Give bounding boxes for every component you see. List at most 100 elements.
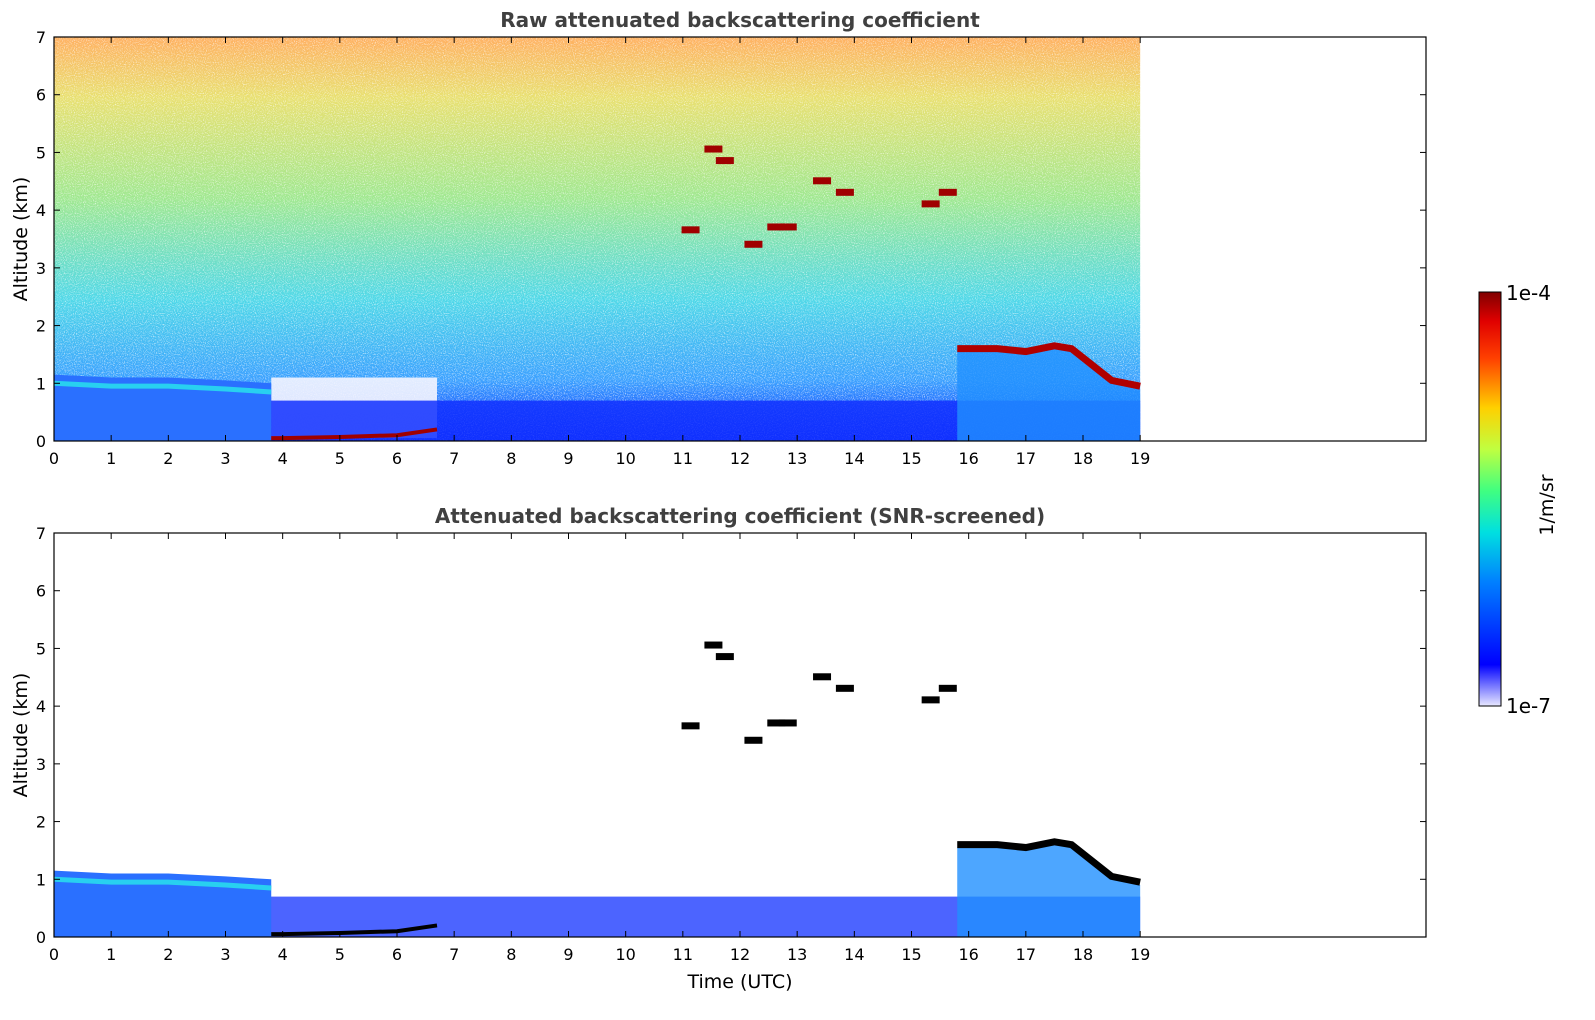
heatmap-area	[53, 37, 1141, 441]
y-tick-label: 7	[36, 524, 46, 543]
y-tick-label: 4	[36, 201, 46, 220]
mid-cloud-fragment	[921, 696, 940, 704]
x-tick-label: 17	[1016, 449, 1036, 468]
x-tick-label: 2	[163, 449, 173, 468]
x-tick-label: 15	[901, 945, 921, 964]
y-tick-label: 4	[36, 697, 46, 716]
y-tick-label: 1	[36, 374, 46, 393]
x-tick-label: 8	[506, 945, 516, 964]
x-tick-label: 18	[1073, 945, 1093, 964]
x-tick-label: 2	[163, 945, 173, 964]
low-cloud-layer	[957, 838, 1141, 886]
axes-frame	[53, 532, 1427, 938]
mid-cloud-fragment	[778, 719, 797, 727]
boundary-layer	[54, 374, 272, 441]
x-tick-label: 14	[844, 449, 864, 468]
x-tick-label: 5	[335, 945, 345, 964]
x-tick-label: 6	[392, 449, 402, 468]
boundary-layer	[54, 870, 272, 937]
y-tick-label: 0	[36, 928, 46, 947]
low-cloud-underlayer	[957, 348, 1141, 441]
x-tick-label: 7	[449, 449, 459, 468]
x-tick-label: 10	[615, 449, 635, 468]
mid-cloud-fragment	[744, 240, 763, 248]
heatmap-area	[53, 641, 1141, 937]
y-axis-ticks: 0 1 2 3 4 5 6 7	[36, 28, 1426, 451]
y-tick-label: 0	[36, 432, 46, 451]
mid-cloud-fragment	[715, 653, 734, 661]
panel-title: Attenuated backscattering coefficient (S…	[435, 504, 1045, 528]
x-tick-label: 16	[958, 449, 978, 468]
x-tick-label: 1	[106, 449, 116, 468]
colorbar: 1e-4 1e-7 1/m/sr	[1478, 281, 1558, 718]
mid-cloud-fragment	[938, 684, 957, 692]
y-tick-label: 5	[36, 639, 46, 658]
colorbar-unit-label: 1/m/sr	[1536, 474, 1558, 535]
low-cloud-underlayer	[957, 844, 1141, 937]
y-tick-label: 1	[36, 870, 46, 889]
x-tick-label: 9	[563, 449, 573, 468]
x-tick-label: 7	[449, 945, 459, 964]
x-tick-label: 13	[787, 449, 807, 468]
x-tick-label: 3	[220, 449, 230, 468]
mid-cloud-fragment	[681, 722, 700, 730]
x-tick-label: 19	[1130, 945, 1150, 964]
x-axis-ticks: 0 1 2 3 4 5 6 7 8 9 10 11 12 13 14 15 16 17 18 19	[49, 533, 1150, 964]
snr-screened-panel: Attenuated backscattering coefficient (S…	[10, 504, 1427, 993]
y-tick-label: 6	[36, 86, 46, 105]
raw-backscatter-panel: Raw attenuated backscattering coefficien…	[10, 8, 1427, 468]
x-tick-label: 12	[730, 449, 750, 468]
mid-cloud-fragment	[767, 223, 786, 231]
y-tick-label: 5	[36, 143, 46, 162]
colorbar-max-label: 1e-4	[1506, 281, 1551, 305]
y-tick-label: 3	[36, 259, 46, 278]
mid-cloud-fragment	[744, 736, 763, 744]
mid-cloud-fragment	[835, 188, 854, 196]
x-tick-label: 6	[392, 945, 402, 964]
colorbar-min-label: 1e-7	[1506, 694, 1551, 718]
x-tick-label: 1	[106, 945, 116, 964]
boundary-layer-top	[53, 876, 272, 891]
x-tick-label: 0	[49, 945, 59, 964]
y-tick-label: 3	[36, 755, 46, 774]
panel-title: Raw attenuated backscattering coefficien…	[500, 8, 980, 32]
x-tick-label: 4	[278, 945, 288, 964]
y-tick-label: 2	[36, 813, 46, 832]
x-tick-label: 14	[844, 945, 864, 964]
x-tick-label: 9	[563, 945, 573, 964]
mid-cloud-fragment	[704, 145, 723, 153]
colorbar-gradient	[1478, 291, 1502, 707]
x-tick-label: 3	[220, 945, 230, 964]
x-tick-label: 19	[1130, 449, 1150, 468]
mid-cloud-fragment	[767, 719, 786, 727]
mid-cloud-fragment	[715, 157, 734, 165]
y-axis-label: Altitude (km)	[10, 673, 32, 798]
x-tick-label: 11	[673, 449, 693, 468]
x-tick-label: 11	[673, 945, 693, 964]
mid-cloud-fragment	[813, 177, 832, 185]
x-axis-label: Time (UTC)	[686, 971, 792, 993]
x-tick-label: 13	[787, 945, 807, 964]
mid-cloud-fragment	[938, 188, 957, 196]
y-axis-label: Altitude (km)	[10, 177, 32, 302]
mid-cloud-fragment	[921, 200, 940, 208]
x-tick-label: 5	[335, 449, 345, 468]
mid-cloud-fragment	[835, 684, 854, 692]
mid-cloud-fragment	[813, 673, 832, 681]
mid-cloud-fragment	[681, 226, 700, 234]
x-tick-label: 10	[615, 945, 635, 964]
x-tick-label: 12	[730, 945, 750, 964]
boundary-layer-top	[53, 380, 272, 395]
y-tick-label: 2	[36, 317, 46, 336]
y-tick-label: 7	[36, 28, 46, 47]
x-tick-label: 15	[901, 449, 921, 468]
y-axis-ticks: 0 1 2 3 4 5 6 7	[36, 524, 1426, 947]
x-tick-label: 17	[1016, 945, 1036, 964]
mid-cloud-fragment	[778, 223, 797, 231]
x-axis-ticks: 0 1 2 3 4 5 6 7 8 9 10 11 12 13 14 15 16 17 18 19	[49, 37, 1150, 468]
x-tick-label: 0	[49, 449, 59, 468]
mid-cloud-fragment	[704, 641, 723, 649]
x-tick-label: 18	[1073, 449, 1093, 468]
y-tick-label: 6	[36, 582, 46, 601]
